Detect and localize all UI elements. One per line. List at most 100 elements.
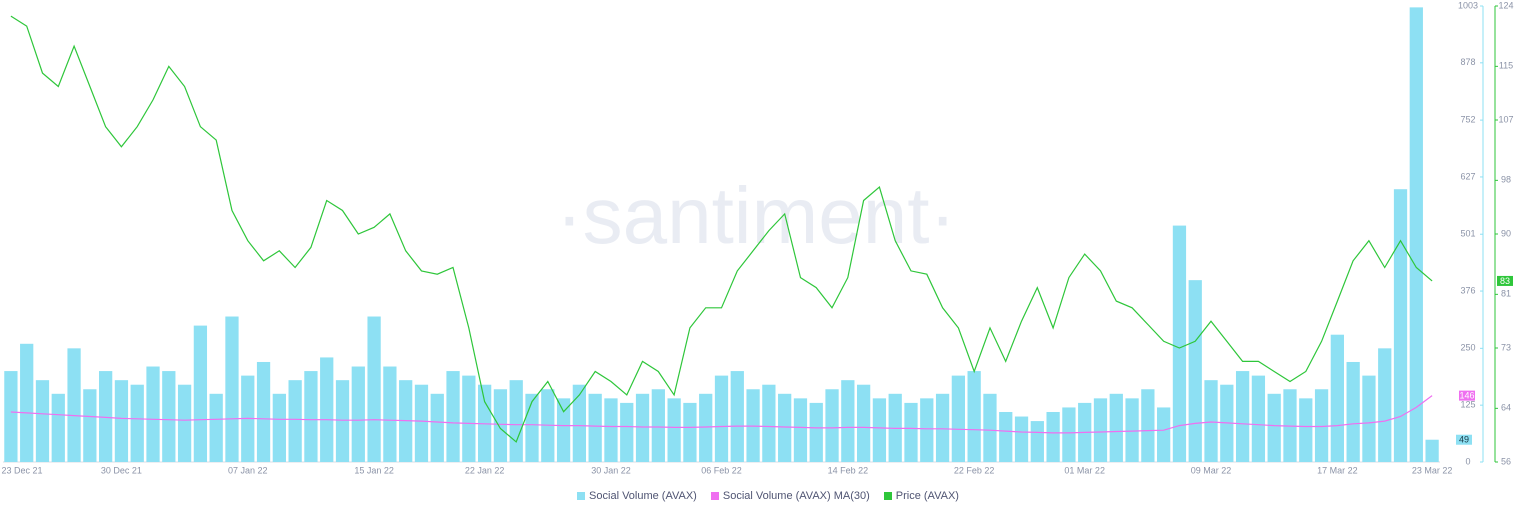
bar bbox=[462, 375, 476, 462]
bar bbox=[383, 366, 397, 462]
legend-item[interactable]: Price (AVAX) bbox=[883, 490, 959, 502]
bar bbox=[1046, 411, 1060, 462]
bar bbox=[1267, 393, 1281, 462]
bar bbox=[809, 402, 823, 462]
x-tick-label: 22 Jan 22 bbox=[465, 465, 505, 475]
bar bbox=[1172, 225, 1187, 462]
x-tick-label: 14 Feb 22 bbox=[828, 465, 869, 475]
bar bbox=[1235, 371, 1250, 462]
y2-tick-label: 124 bbox=[1498, 0, 1513, 10]
legend-label: Social Volume (AVAX) bbox=[589, 490, 697, 502]
bar bbox=[1157, 407, 1171, 462]
legend-swatch bbox=[883, 492, 892, 500]
x-tick-label: 23 Mar 22 bbox=[1412, 465, 1453, 475]
y2-tick-label: 98 bbox=[1501, 175, 1511, 185]
bar bbox=[414, 384, 429, 462]
bar bbox=[556, 398, 571, 462]
y-tick-label: 250 bbox=[1460, 343, 1475, 353]
bar bbox=[99, 371, 113, 462]
y2-tick-label: 64 bbox=[1501, 403, 1511, 413]
bar bbox=[904, 402, 918, 462]
value-badge bbox=[1459, 390, 1475, 401]
bar bbox=[272, 393, 286, 462]
bar bbox=[209, 393, 223, 462]
bar bbox=[999, 411, 1013, 462]
bar bbox=[1393, 189, 1408, 463]
bar bbox=[825, 389, 839, 462]
bar bbox=[1299, 398, 1313, 462]
bar bbox=[193, 325, 208, 462]
bar bbox=[1378, 348, 1392, 462]
y2-tick-label: 115 bbox=[1499, 61, 1513, 71]
bar bbox=[935, 393, 950, 462]
y-tick-label: 878 bbox=[1460, 57, 1475, 67]
bar bbox=[683, 402, 697, 462]
legend-label: Social Volume (AVAX) MA(30) bbox=[722, 490, 870, 502]
bar bbox=[51, 393, 65, 462]
bar bbox=[1125, 398, 1139, 462]
bar bbox=[856, 384, 871, 462]
bar bbox=[83, 389, 97, 462]
y2-tick-label: 81 bbox=[1501, 289, 1511, 299]
bar bbox=[841, 380, 855, 462]
bar bbox=[67, 348, 81, 462]
bar bbox=[320, 357, 334, 462]
y-tick-label: 501 bbox=[1460, 229, 1475, 239]
bar bbox=[35, 380, 50, 462]
bar bbox=[1362, 375, 1376, 462]
bar bbox=[1204, 380, 1218, 462]
bar bbox=[304, 371, 318, 462]
y-tick-label: 752 bbox=[1460, 114, 1475, 124]
y-tick-label: 0 bbox=[1465, 456, 1470, 466]
bar bbox=[667, 398, 681, 462]
bar bbox=[1062, 407, 1076, 462]
bar bbox=[225, 316, 239, 462]
x-tick-label: 09 Mar 22 bbox=[1191, 465, 1232, 475]
bar bbox=[20, 343, 34, 462]
bar bbox=[967, 371, 981, 462]
bar bbox=[983, 393, 997, 462]
bar bbox=[177, 384, 192, 462]
legend-swatch bbox=[710, 492, 719, 500]
value-badge bbox=[1497, 275, 1513, 286]
bar bbox=[162, 371, 176, 462]
x-tick-label: 15 Jan 22 bbox=[354, 465, 394, 475]
legend: Social Volume (AVAX) Social Volume (AVAX)… bbox=[0, 490, 1536, 502]
bar bbox=[1188, 280, 1202, 462]
bar bbox=[1093, 398, 1108, 462]
bar bbox=[288, 380, 302, 462]
value-badge bbox=[1456, 434, 1472, 445]
bar bbox=[1425, 439, 1439, 462]
watermark: ·santiment· bbox=[556, 171, 956, 260]
line bbox=[10, 395, 1433, 434]
bar bbox=[1014, 416, 1029, 462]
y2-tick-label: 90 bbox=[1501, 228, 1511, 238]
value-badge-label: 146 bbox=[1459, 390, 1474, 400]
legend-item[interactable]: Social Volume (AVAX) bbox=[577, 490, 697, 502]
bar bbox=[1251, 375, 1266, 462]
x-tick-label: 17 Mar 22 bbox=[1317, 465, 1358, 475]
x-tick-label: 30 Dec 21 bbox=[101, 465, 142, 475]
legend-label: Price (AVAX) bbox=[895, 490, 959, 502]
bar bbox=[1314, 389, 1329, 462]
bar bbox=[256, 361, 271, 462]
bar bbox=[430, 393, 444, 462]
legend-item[interactable]: Social Volume (AVAX) MA(30) bbox=[710, 490, 870, 502]
bar bbox=[699, 393, 713, 462]
x-tick-label: 06 Feb 22 bbox=[701, 465, 742, 475]
bar bbox=[1409, 7, 1423, 462]
bar bbox=[509, 380, 523, 462]
y-tick-label: 125 bbox=[1460, 400, 1475, 410]
bar bbox=[1030, 421, 1044, 462]
bar bbox=[620, 402, 634, 462]
value-badge-label: 49 bbox=[1459, 435, 1469, 445]
bar bbox=[651, 389, 665, 462]
bar bbox=[588, 393, 602, 462]
bar bbox=[493, 389, 508, 462]
bar bbox=[714, 375, 729, 462]
bar bbox=[920, 398, 934, 462]
bar bbox=[872, 398, 887, 462]
bar bbox=[114, 380, 129, 462]
bar bbox=[146, 366, 160, 462]
